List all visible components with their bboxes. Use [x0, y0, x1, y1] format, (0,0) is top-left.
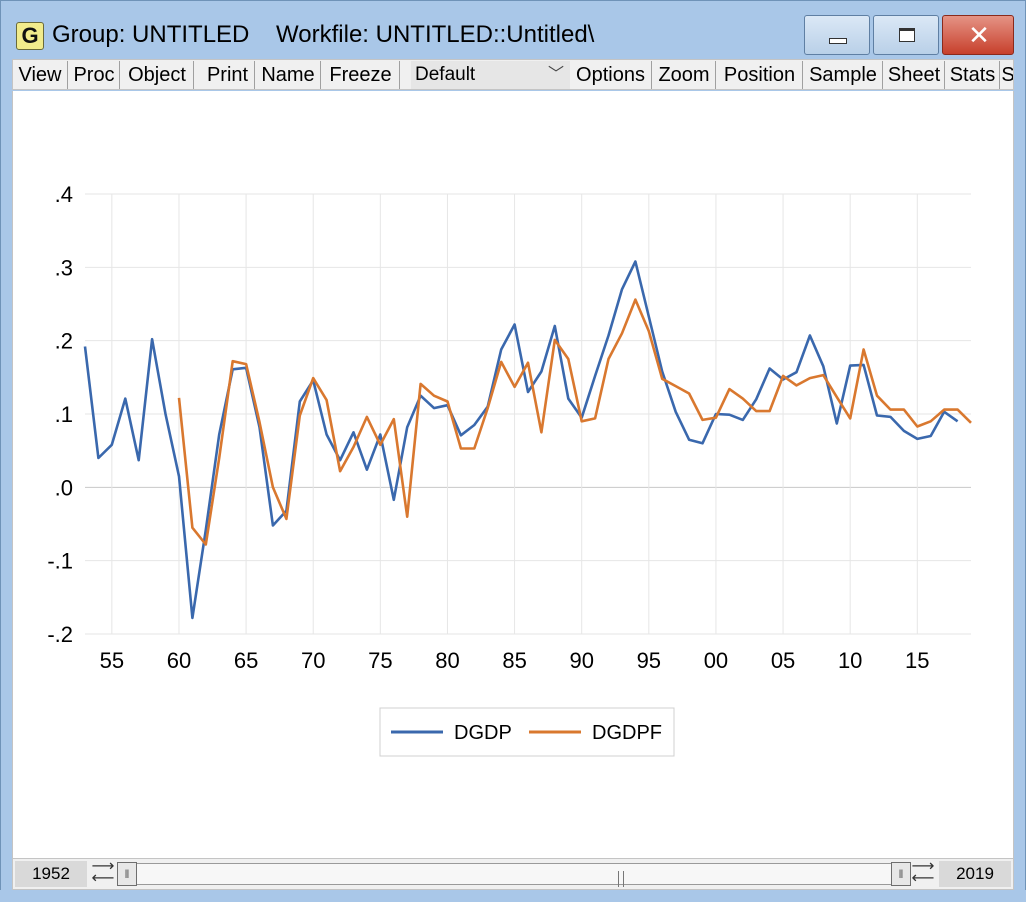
line-chart: .4 .3 .2 .1 .0 -.1 -.2 55 60 65 70 75 80 85 90 95 00 05 1… — [47, 182, 972, 757]
y-axis: .4 .3 .2 .1 .0 -.1 -.2 — [47, 182, 73, 647]
x-tick-label: 15 — [905, 648, 929, 673]
close-button[interactable]: ✕ — [942, 15, 1014, 55]
sample-end-label: 2019 — [939, 861, 1011, 887]
legend-label-dgdp: DGDP — [454, 722, 512, 744]
series-line-dgdp — [83, 260, 959, 620]
window-title: Group: UNTITLED Workfile: UNTITLED::Unti… — [52, 21, 595, 48]
y-tick-label: -.2 — [47, 622, 73, 647]
y-tick-label: .0 — [55, 475, 73, 500]
maximize-icon — [899, 28, 915, 42]
y-tick-label: .4 — [55, 182, 73, 207]
proc-button[interactable]: Proc — [69, 61, 120, 89]
chevron-down-icon: ﹀ — [547, 66, 564, 83]
x-tick-label: 85 — [502, 648, 526, 673]
x-tick-label: 95 — [637, 648, 661, 673]
title-bar[interactable]: G Group: UNTITLED Workfile: UNTITLED::Un… — [0, 0, 1026, 58]
y-tick-label: .1 — [55, 402, 73, 427]
x-tick-label: 65 — [234, 648, 258, 673]
x-tick-label: 75 — [368, 648, 392, 673]
sample-start-label: 1952 — [15, 861, 87, 887]
name-button[interactable]: Name — [256, 61, 321, 89]
x-tick-label: 80 — [435, 648, 459, 673]
close-icon: ✕ — [968, 20, 990, 50]
minimize-button[interactable] — [804, 15, 870, 55]
maximize-button[interactable] — [873, 15, 939, 55]
x-tick-label: 00 — [704, 648, 728, 673]
slider-grip-icon — [618, 871, 624, 887]
sheet-button[interactable]: Sheet — [884, 61, 945, 89]
zoom-button[interactable]: Zoom — [653, 61, 716, 89]
y-tick-label: -.1 — [47, 549, 73, 574]
x-tick-label: 60 — [167, 648, 191, 673]
group-app-icon[interactable]: G — [16, 22, 44, 50]
stats-button[interactable]: Stats — [946, 61, 1000, 89]
legend: DGDP DGDPF — [379, 707, 675, 757]
freeze-button[interactable]: Freeze — [322, 61, 400, 89]
legend-label-dgdpf: DGDPF — [592, 722, 662, 744]
slider-end-handle[interactable]: ‖ — [891, 862, 911, 886]
toolbar: View Proc Object Print Name Freeze Defau… — [12, 59, 1014, 90]
truncated-button[interactable]: S — [1001, 61, 1013, 89]
y-tick-label: .2 — [55, 329, 73, 354]
x-tick-label: 10 — [838, 648, 862, 673]
minimize-icon — [829, 38, 847, 44]
sample-range-bar: 1952 ⟶ ⟵ ‖ ‖ ⟶ ⟵ 2019 — [12, 858, 1014, 890]
graph-template-dropdown[interactable]: Default ﹀ — [411, 61, 575, 89]
y-tick-label: .3 — [55, 255, 73, 280]
print-button[interactable]: Print — [201, 61, 255, 89]
slider-start-handle[interactable]: ‖ — [117, 862, 137, 886]
series-line-dgdpf — [177, 298, 972, 546]
object-button[interactable]: Object — [121, 61, 194, 89]
shift-left-arrows-icon[interactable]: ⟶ ⟵ — [91, 858, 115, 887]
graph-area[interactable]: .4 .3 .2 .1 .0 -.1 -.2 55 60 65 70 75 80 85 90 95 00 05 1… — [12, 91, 1014, 858]
dropdown-value: Default — [415, 64, 476, 85]
sample-button[interactable]: Sample — [804, 61, 883, 89]
x-tick-label: 90 — [569, 648, 593, 673]
window-bottom-border — [0, 890, 1026, 902]
options-button[interactable]: Options — [570, 61, 652, 89]
shift-right-arrows-icon[interactable]: ⟶ ⟵ — [911, 858, 935, 887]
x-tick-label: 05 — [771, 648, 795, 673]
x-axis: 55 60 65 70 75 80 85 90 95 00 05 10 15 — [100, 648, 930, 673]
view-button[interactable]: View — [13, 61, 68, 89]
position-button[interactable]: Position — [717, 61, 803, 89]
sample-slider-track[interactable] — [119, 863, 909, 887]
series-lines — [83, 260, 972, 620]
x-tick-label: 70 — [301, 648, 325, 673]
x-tick-label: 55 — [100, 648, 124, 673]
